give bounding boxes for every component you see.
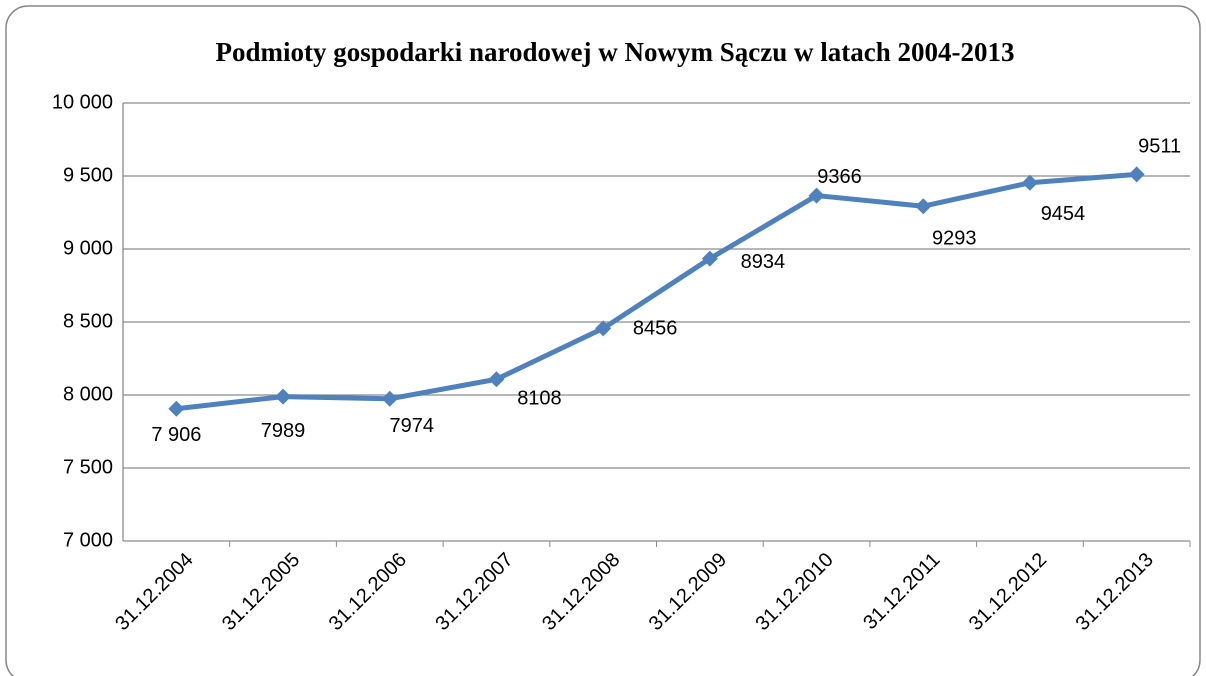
y-tick-label: 9 000 — [63, 237, 113, 259]
marker — [1021, 174, 1038, 191]
data-label: 9366 — [817, 166, 862, 188]
y-tick-label: 8 500 — [63, 310, 113, 332]
marker — [168, 400, 185, 417]
marker — [701, 250, 718, 267]
data-label: 8934 — [741, 251, 786, 273]
y-tick-label: 9 500 — [63, 164, 113, 186]
line — [176, 171, 1137, 412]
marker — [488, 371, 505, 388]
marker — [1128, 166, 1145, 183]
data-label: 9293 — [932, 228, 977, 250]
chart-border — [5, 5, 1201, 676]
marker — [808, 187, 825, 204]
data-label: 9511 — [1138, 136, 1181, 158]
data-label: 8456 — [633, 318, 678, 340]
data-label: 9454 — [1041, 203, 1086, 225]
marker — [595, 320, 612, 337]
chart-title: Podmioty gospodarki narodowej w Nowym Są… — [215, 37, 1014, 67]
marker — [381, 390, 398, 407]
marker — [275, 388, 292, 405]
data-label: 7 906 — [151, 424, 201, 446]
y-tick-label: 10 000 — [52, 91, 113, 113]
data-label: 7974 — [390, 415, 435, 437]
marker — [915, 198, 932, 215]
data-label: 7989 — [261, 420, 306, 442]
y-tick-label: 7 000 — [63, 529, 113, 551]
y-tick-label: 7 500 — [63, 456, 113, 478]
y-tick-label: 8 000 — [63, 383, 113, 405]
data-label: 8108 — [517, 388, 562, 410]
